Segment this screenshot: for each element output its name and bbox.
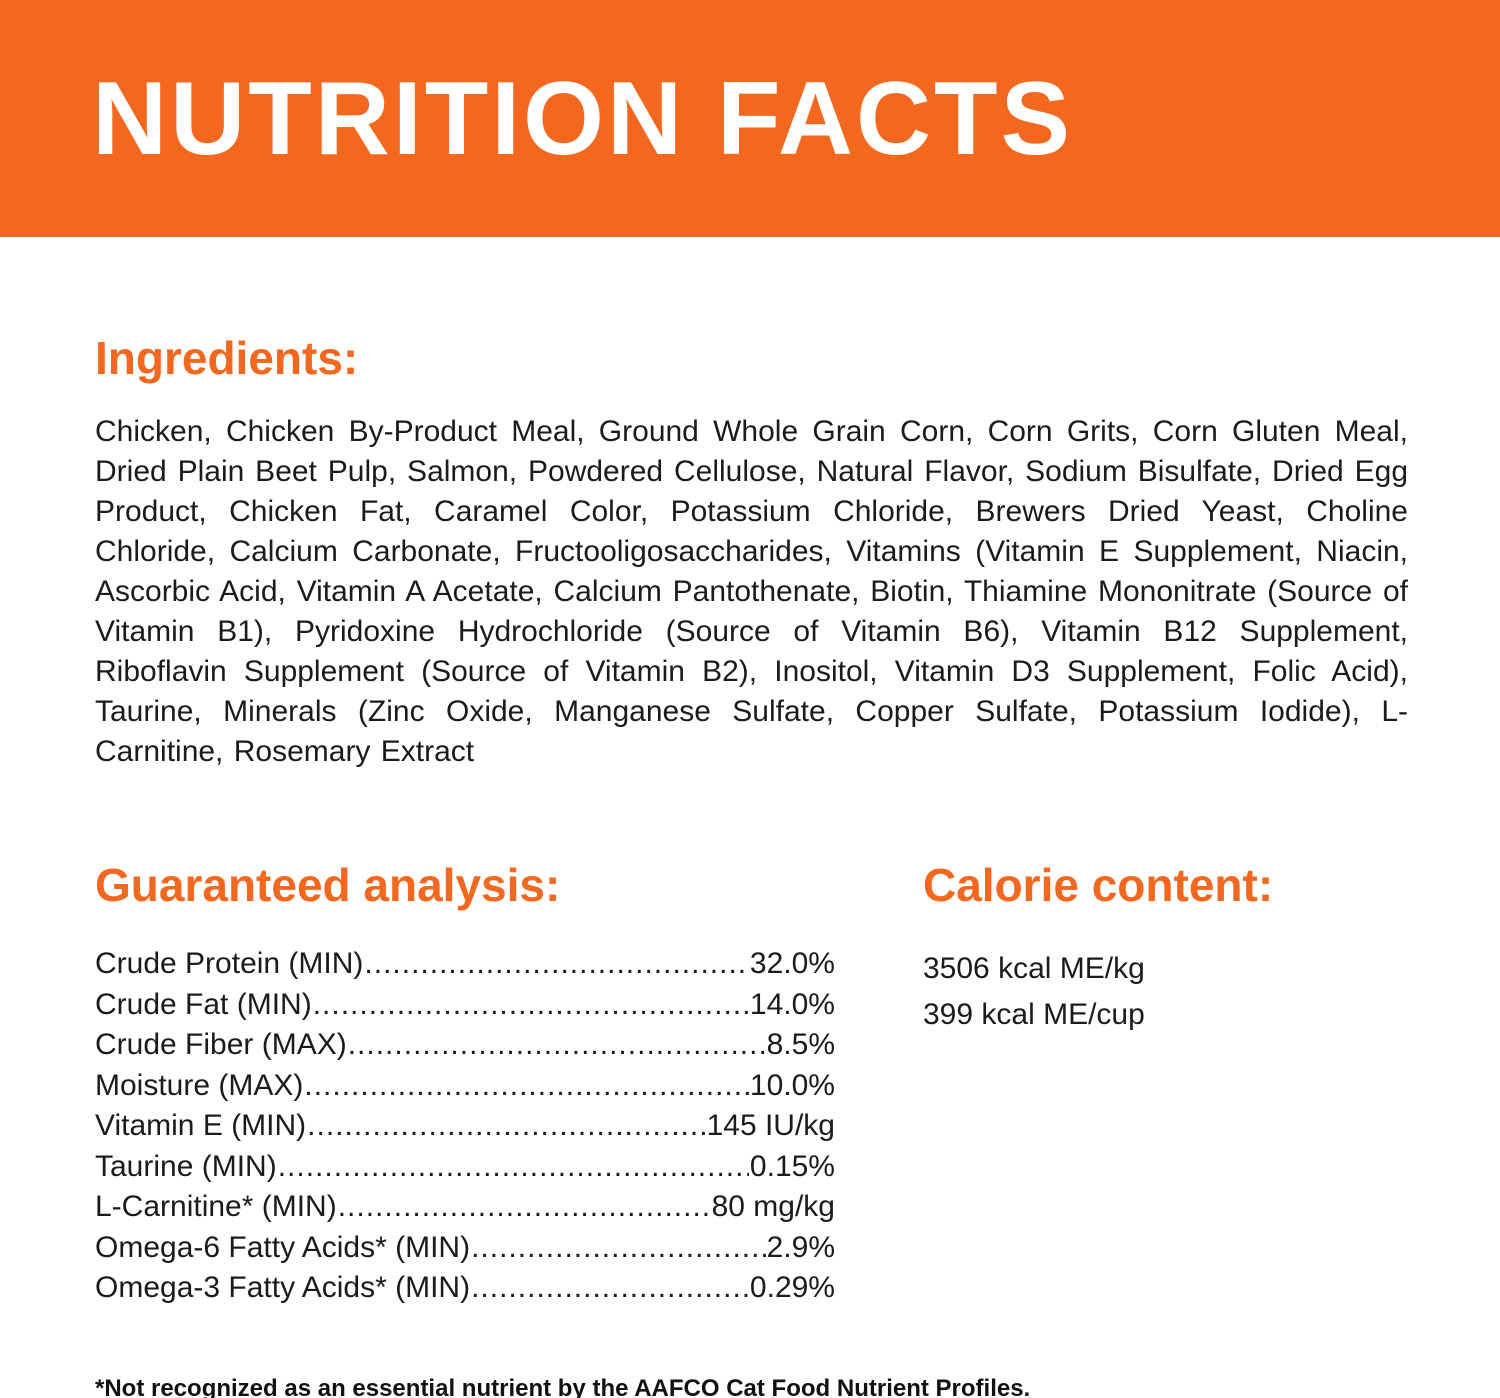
analysis-label: Omega-6 Fatty Acids* (MIN) xyxy=(95,1230,471,1264)
analysis-label: Omega-3 Fatty Acids* (MIN) xyxy=(95,1271,471,1305)
dot-leader xyxy=(364,944,749,985)
dot-leader xyxy=(313,985,749,1026)
label-content: Ingredients: Chicken, Chicken By-Product… xyxy=(0,333,1500,1398)
guaranteed-analysis-heading: Guaranteed analysis: xyxy=(95,858,561,911)
ingredients-text: Chicken, Chicken By-Product Meal, Ground… xyxy=(95,414,1408,768)
analysis-row: Crude Fiber (MAX) 8.5% xyxy=(95,1025,835,1066)
ingredients-section: Ingredients: Chicken, Chicken By-Product… xyxy=(95,333,1408,772)
analysis-row: Omega-6 Fatty Acids* (MIN) 2.9% xyxy=(95,1228,835,1269)
calorie-line-kg: 3506 kcal ME/kg xyxy=(923,952,1145,986)
dot-leader xyxy=(307,1106,705,1147)
analysis-label: Moisture (MAX) xyxy=(95,1068,304,1102)
analysis-label: Crude Protein (MIN) xyxy=(95,947,364,981)
analysis-row: Omega-3 Fatty Acids* (MIN) 0.29% xyxy=(95,1268,835,1309)
calorie-lines: 3506 kcal ME/kg 399 kcal ME/cup xyxy=(923,946,1408,1038)
calorie-line-cup: 399 kcal ME/cup xyxy=(923,998,1145,1032)
analysis-value: 14.0% xyxy=(749,987,835,1021)
ingredients-heading: Ingredients: xyxy=(95,332,359,384)
dot-leader xyxy=(304,1066,749,1107)
analysis-value: 0.15% xyxy=(749,1149,835,1183)
analysis-value: 145 IU/kg xyxy=(706,1109,835,1143)
analysis-value: 80 mg/kg xyxy=(711,1190,835,1224)
dot-leader xyxy=(348,1025,766,1066)
dot-leader xyxy=(278,1147,749,1188)
analysis-value: 32.0% xyxy=(749,947,835,981)
page-title: NUTRITION FACTS xyxy=(92,60,1073,177)
calorie-content-heading: Calorie content: xyxy=(923,858,1274,911)
analysis-row: Vitamin E (MIN) 145 IU/kg xyxy=(95,1106,835,1147)
analysis-value: 10.0% xyxy=(749,1068,835,1102)
calorie-content-section: Calorie content: 3506 kcal ME/kg 399 kca… xyxy=(835,858,1408,1309)
analysis-value: 2.9% xyxy=(766,1230,835,1264)
analysis-row: L-Carnitine* (MIN) 80 mg/kg xyxy=(95,1187,835,1228)
analysis-row: Moisture (MAX) 10.0% xyxy=(95,1066,835,1107)
analysis-label: Crude Fiber (MAX) xyxy=(95,1028,347,1062)
analysis-row: Crude Fat (MIN) 14.0% xyxy=(95,985,835,1026)
analysis-value: 8.5% xyxy=(766,1028,835,1062)
header-banner: NUTRITION FACTS xyxy=(0,0,1500,237)
analysis-label: Taurine (MIN) xyxy=(95,1149,277,1183)
dot-leader xyxy=(471,1228,766,1269)
guaranteed-analysis-section: Guaranteed analysis: Crude Protein (MIN)… xyxy=(95,858,835,1309)
analysis-label: Vitamin E (MIN) xyxy=(95,1109,307,1143)
analysis-and-calories: Guaranteed analysis: Crude Protein (MIN)… xyxy=(95,858,1408,1309)
analysis-row: Taurine (MIN) 0.15% xyxy=(95,1147,835,1188)
analysis-value: 0.29% xyxy=(749,1271,835,1305)
analysis-label: L-Carnitine* (MIN) xyxy=(95,1190,337,1224)
footnote: *Not recognized as an essential nutrient… xyxy=(95,1374,1031,1398)
dot-leader xyxy=(471,1268,749,1309)
analysis-label: Crude Fat (MIN) xyxy=(95,987,312,1021)
analysis-rows: Crude Protein (MIN) 32.0% Crude Fat (MIN… xyxy=(95,944,835,1309)
analysis-row: Crude Protein (MIN) 32.0% xyxy=(95,944,835,985)
dot-leader xyxy=(338,1187,711,1228)
